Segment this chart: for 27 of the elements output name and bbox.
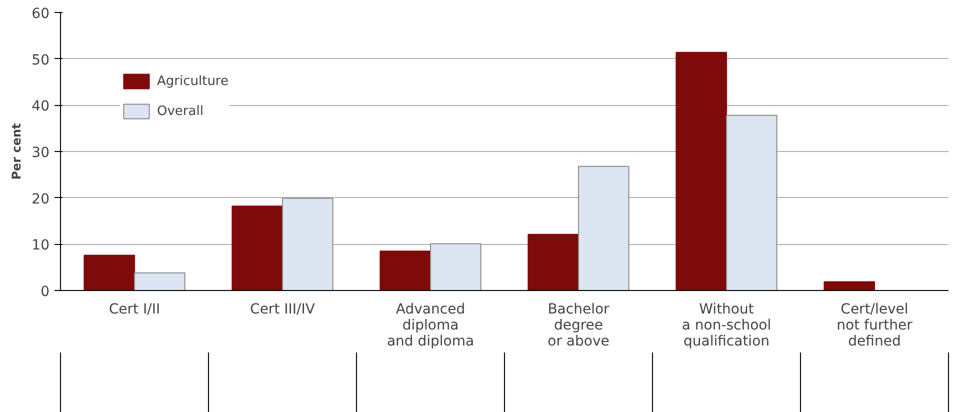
bar [528, 234, 579, 290]
bar [726, 114, 778, 290]
x-tick-label: Cert/level not further defined [836, 302, 913, 350]
legend-label: Agriculture [157, 74, 228, 88]
bar [430, 243, 482, 290]
bar [578, 166, 630, 290]
bar [84, 254, 135, 290]
y-tick-label: 60 [32, 6, 50, 22]
bar [282, 198, 334, 290]
y-tick-label: 0 [40, 284, 50, 300]
y-tick-label: 50 [32, 52, 50, 68]
y-tick-label: 10 [32, 238, 50, 254]
y-tick-label: 40 [32, 98, 50, 115]
bar [824, 281, 875, 290]
y-tick-label: 20 [32, 191, 50, 208]
x-tick-label: Cert III/IV [250, 302, 316, 318]
legend-label: Overall [157, 104, 204, 118]
x-tick-label: Cert I/II [108, 302, 160, 318]
bar [380, 250, 431, 290]
bar [134, 272, 186, 290]
y-axis-title: Per cent [10, 122, 24, 180]
y-tick-label: 30 [32, 145, 50, 161]
x-tick-label: Advanced diploma and diploma [386, 302, 474, 350]
bar [232, 206, 283, 290]
bar [676, 52, 727, 290]
x-tick-label: Without a non-school qualification [682, 302, 772, 350]
x-tick-label: Bachelor degree or above [548, 302, 610, 350]
